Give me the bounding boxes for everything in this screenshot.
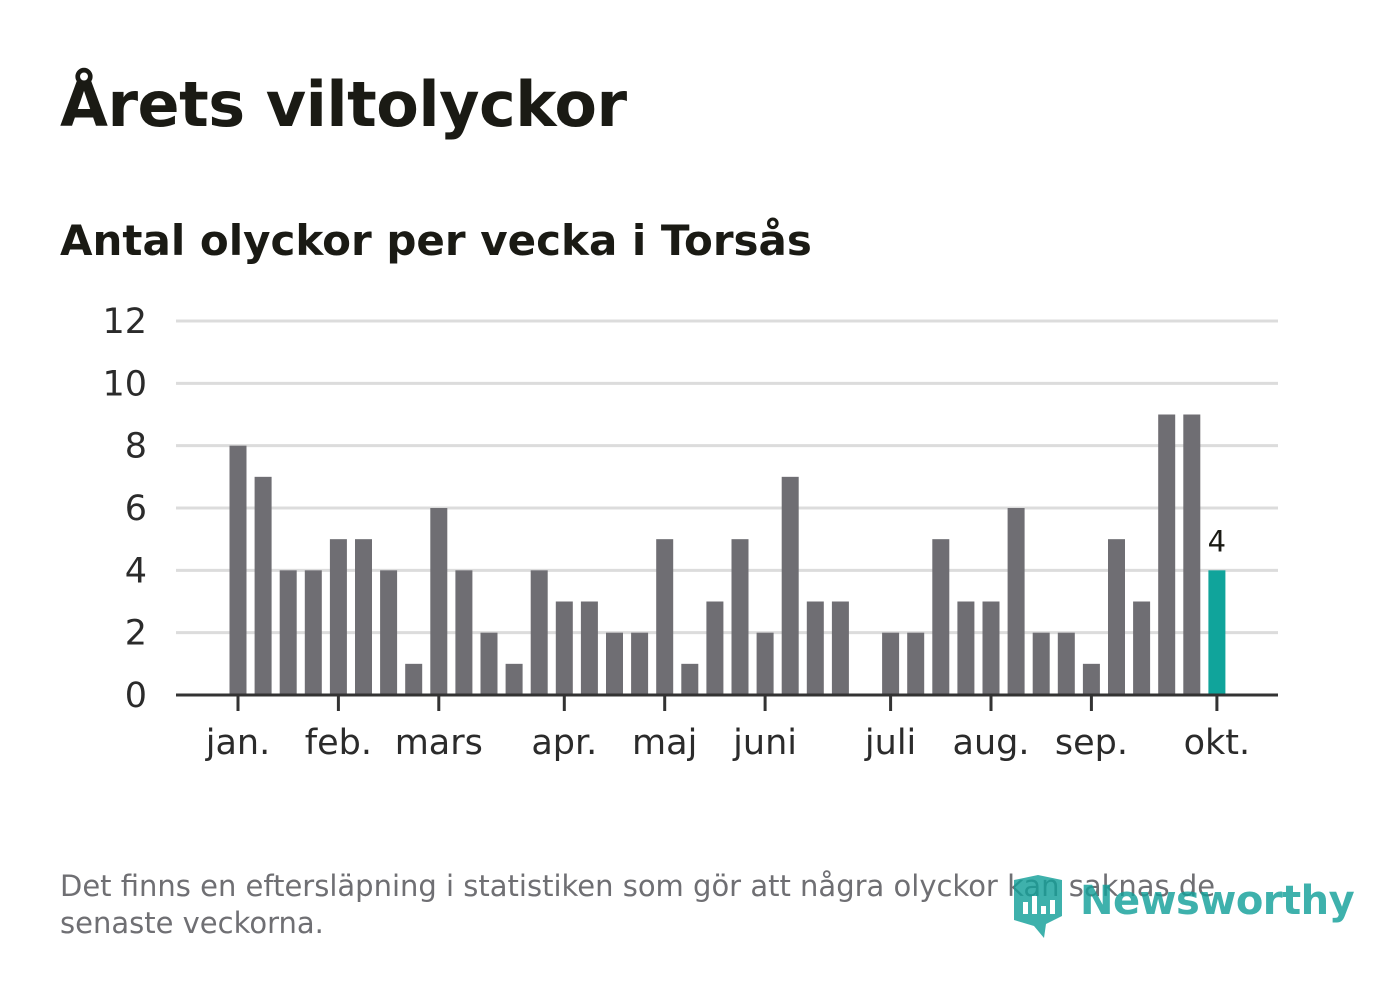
bar-week-31 — [982, 601, 1000, 695]
bar-week-7 — [380, 570, 398, 695]
y-tick-label-0: 0 — [125, 676, 147, 716]
bar-week-27 — [882, 632, 900, 695]
bar-week-9 — [430, 508, 448, 695]
bars — [229, 414, 1226, 695]
x-tick-label-okt: okt. — [1184, 723, 1251, 763]
bar-week-25 — [831, 601, 849, 695]
x-tick-label-juli: juli — [864, 723, 916, 763]
bar-week-18 — [656, 539, 674, 695]
newsworthy-logo: Newsworthy — [1010, 872, 1355, 942]
bar-week-16 — [606, 632, 623, 695]
bar-week-36 — [1108, 539, 1125, 695]
bar-week-40 — [1208, 570, 1226, 695]
bar-week-34 — [1057, 632, 1075, 695]
bar-week-22 — [756, 632, 774, 695]
y-axis-labels: 0 2 4 6 8 10 12 — [102, 302, 147, 716]
y-tick-label-6: 6 — [125, 489, 147, 529]
newsworthy-logo-text: Newsworthy — [1080, 878, 1355, 924]
x-tick-label-mars: mars — [395, 723, 483, 763]
x-tick-label-aug: aug. — [953, 723, 1030, 763]
bar-week-19 — [681, 663, 699, 695]
bar-week-5 — [329, 539, 347, 695]
newsworthy-logo-icon — [1014, 875, 1062, 938]
bar-week-30 — [957, 601, 975, 695]
highlight-value-label: 4 — [1208, 524, 1226, 558]
x-tick-label-sep: sep. — [1055, 723, 1128, 763]
bar-week-11 — [480, 632, 498, 695]
chart-subtitle: Antal olyckor per vecka i Torsås — [60, 216, 812, 265]
bar-week-35 — [1082, 663, 1100, 695]
x-axis: jan. feb. mars apr. maj juni juli aug. sep. okt. — [176, 693, 1278, 763]
bar-week-37 — [1133, 601, 1151, 695]
bar-week-15 — [580, 601, 598, 695]
chart-title: Årets viltolyckor — [60, 68, 627, 141]
bar-week-20 — [706, 601, 724, 695]
x-tick-label-maj: maj — [632, 723, 697, 763]
y-tick-label-8: 8 — [125, 427, 147, 467]
bar-week-28 — [907, 632, 925, 695]
bar-week-14 — [555, 601, 573, 695]
bar-week-10 — [455, 570, 473, 695]
x-tick-label-feb: feb. — [305, 723, 372, 763]
bar-week-39 — [1183, 414, 1201, 695]
bar-week-38 — [1158, 414, 1176, 695]
bar-week-21 — [731, 539, 749, 695]
bar-week-3 — [279, 570, 297, 695]
bar-week-12 — [505, 663, 523, 695]
bar-chart: 0 2 4 6 8 10 12 jan. feb. mars apr. maj juni juli aug… — [102, 302, 1278, 763]
bar-week-29 — [932, 539, 950, 695]
bar-week-24 — [806, 601, 824, 695]
bar-week-8 — [405, 663, 423, 695]
bar-week-17 — [631, 632, 649, 695]
bar-week-2 — [254, 476, 272, 695]
bar-week-6 — [355, 539, 372, 695]
y-tick-label-2: 2 — [125, 614, 147, 654]
x-tick-label-apr: apr. — [531, 723, 597, 763]
y-tick-label-12: 12 — [102, 302, 147, 342]
bar-week-4 — [304, 570, 322, 695]
bar-week-32 — [1007, 508, 1025, 695]
bar-week-1 — [229, 445, 247, 695]
y-tick-label-10: 10 — [102, 364, 147, 404]
annotations: 4 — [1208, 524, 1226, 558]
bar-week-23 — [781, 476, 799, 695]
x-tick-label-jan: jan. — [205, 723, 270, 763]
y-tick-label-4: 4 — [125, 551, 147, 591]
bar-week-33 — [1032, 632, 1050, 695]
x-tick-label-juni: juni — [732, 723, 797, 763]
bar-week-13 — [530, 570, 548, 695]
